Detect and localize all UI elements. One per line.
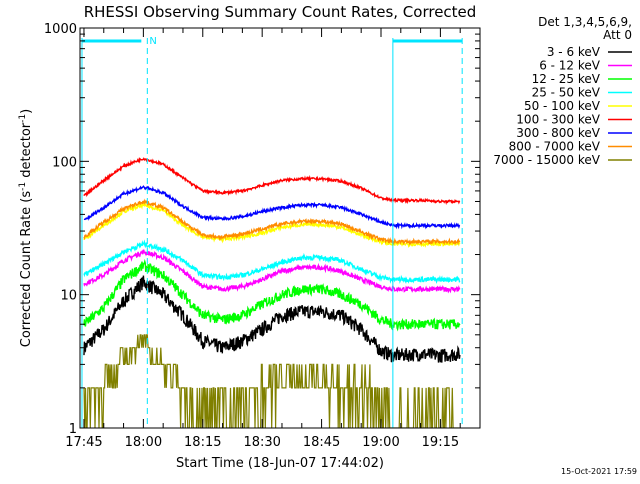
legend-label: 100 - 300 keV	[516, 113, 600, 127]
series-line	[83, 201, 461, 249]
y-axis-label-part: )	[19, 109, 34, 114]
footer-date: 15-Oct-2021 17:59	[561, 467, 637, 476]
annotation-marker-label: N	[149, 36, 156, 47]
series-line	[83, 157, 461, 206]
annotations: N	[81, 36, 463, 428]
series-6	[83, 185, 461, 230]
legend-title-line: Att 0	[603, 28, 632, 42]
legend-label: 7000 - 15000 keV	[493, 153, 600, 167]
chart-title: RHESSI Observing Summary Count Rates, Co…	[84, 3, 477, 21]
series-0	[83, 275, 461, 363]
y-tick-label: 1	[69, 422, 77, 437]
y-tick-label: 100	[52, 155, 77, 170]
series-7	[83, 198, 461, 246]
legend-label: 50 - 100 keV	[524, 99, 601, 113]
x-tick-label: 18:00	[125, 435, 162, 450]
y-axis-label-part: Corrected Count Rate (s	[19, 191, 34, 348]
x-axis: 17:45 18:00 18:15 18:30 18:45 19:00 19:15	[65, 28, 461, 450]
x-axis-label: Start Time (18-Jun-07 17:44:02)	[176, 456, 384, 471]
x-tick-label: 18:30	[243, 435, 280, 450]
series-2	[83, 258, 461, 332]
x-tick-label: 18:45	[303, 435, 340, 450]
series-1	[83, 249, 461, 294]
series-line	[83, 185, 461, 230]
legend-label: 6 - 12 keV	[539, 59, 601, 73]
y-axis-label: Corrected Count Rate (s-1 detector-1)	[18, 109, 34, 347]
series-3	[83, 239, 461, 285]
plot-frame	[79, 27, 481, 429]
y-tick-label: 10	[60, 289, 77, 304]
series-line	[83, 198, 461, 246]
y-axis: 1 10 100 1000	[44, 22, 480, 437]
y-axis-label-part: -1	[18, 182, 28, 191]
legend-label: 25 - 50 keV	[532, 86, 601, 100]
series-5	[83, 157, 461, 206]
x-tick-label: 18:15	[184, 435, 221, 450]
x-tick-label: 19:15	[422, 435, 459, 450]
plot-area	[83, 157, 461, 428]
x-tick-label: 19:00	[362, 435, 399, 450]
legend-label: 3 - 6 keV	[547, 45, 601, 59]
y-axis-label-part: -1	[18, 114, 28, 123]
series-line	[83, 249, 461, 294]
y-tick-label: 1000	[44, 22, 77, 37]
x-tick-label: 17:45	[65, 435, 102, 450]
y-axis-label-part: detector	[19, 122, 34, 182]
series-line	[83, 239, 461, 285]
series-line	[83, 334, 460, 428]
legend-label: 12 - 25 keV	[532, 72, 601, 86]
series-line	[83, 275, 461, 363]
series-4	[83, 201, 461, 249]
series-line	[83, 258, 461, 332]
series-8	[83, 334, 460, 428]
legend-title-line: Det 1,3,4,5,6,9,	[538, 15, 632, 29]
legend-label: 300 - 800 keV	[516, 126, 600, 140]
legend-label: 800 - 7000 keV	[509, 140, 601, 154]
